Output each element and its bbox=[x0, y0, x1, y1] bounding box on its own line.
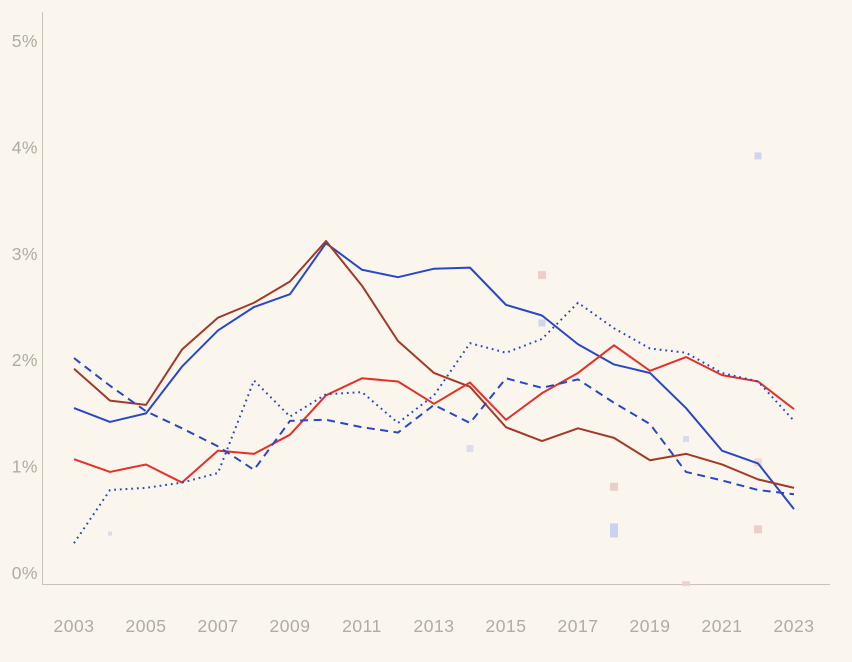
scatter-marker bbox=[682, 581, 690, 587]
series-blue-dashed bbox=[73, 357, 795, 496]
scatter-marker bbox=[754, 458, 762, 467]
y-tick-label: 0% bbox=[12, 563, 38, 583]
x-tick-label: 2007 bbox=[198, 616, 239, 636]
x-tick-label: 2005 bbox=[126, 616, 167, 636]
scatter-marker bbox=[538, 319, 546, 327]
scatter-marker bbox=[683, 435, 689, 442]
x-tick-label: 2013 bbox=[414, 616, 455, 636]
scatter-marker bbox=[610, 482, 618, 491]
y-tick-label: 5% bbox=[12, 31, 38, 51]
scatter-marker bbox=[754, 152, 762, 160]
x-tick-label: 2003 bbox=[54, 616, 95, 636]
x-tick-label: 2019 bbox=[630, 616, 671, 636]
x-tick-label: 2021 bbox=[702, 616, 743, 636]
y-tick-label: 1% bbox=[12, 457, 38, 477]
series-dark-red-solid bbox=[73, 240, 795, 489]
scatter-marker bbox=[754, 525, 762, 534]
scatter-marker bbox=[538, 271, 546, 280]
x-tick-label: 2011 bbox=[342, 616, 382, 636]
scatter-marker bbox=[610, 523, 618, 538]
y-tick-label: 3% bbox=[12, 244, 38, 264]
x-tick-label: 2009 bbox=[270, 616, 311, 636]
series-blue-dotted bbox=[73, 301, 795, 544]
series-blue-solid bbox=[73, 242, 795, 510]
y-tick-label: 2% bbox=[12, 350, 38, 370]
x-tick-label: 2017 bbox=[558, 616, 599, 636]
scatter-marker bbox=[108, 531, 112, 536]
series-red-solid bbox=[73, 344, 795, 484]
x-tick-label: 2015 bbox=[486, 616, 527, 636]
scatter-marker bbox=[466, 445, 474, 453]
y-tick-label: 4% bbox=[12, 137, 38, 157]
x-tick-label: 2023 bbox=[774, 616, 815, 636]
